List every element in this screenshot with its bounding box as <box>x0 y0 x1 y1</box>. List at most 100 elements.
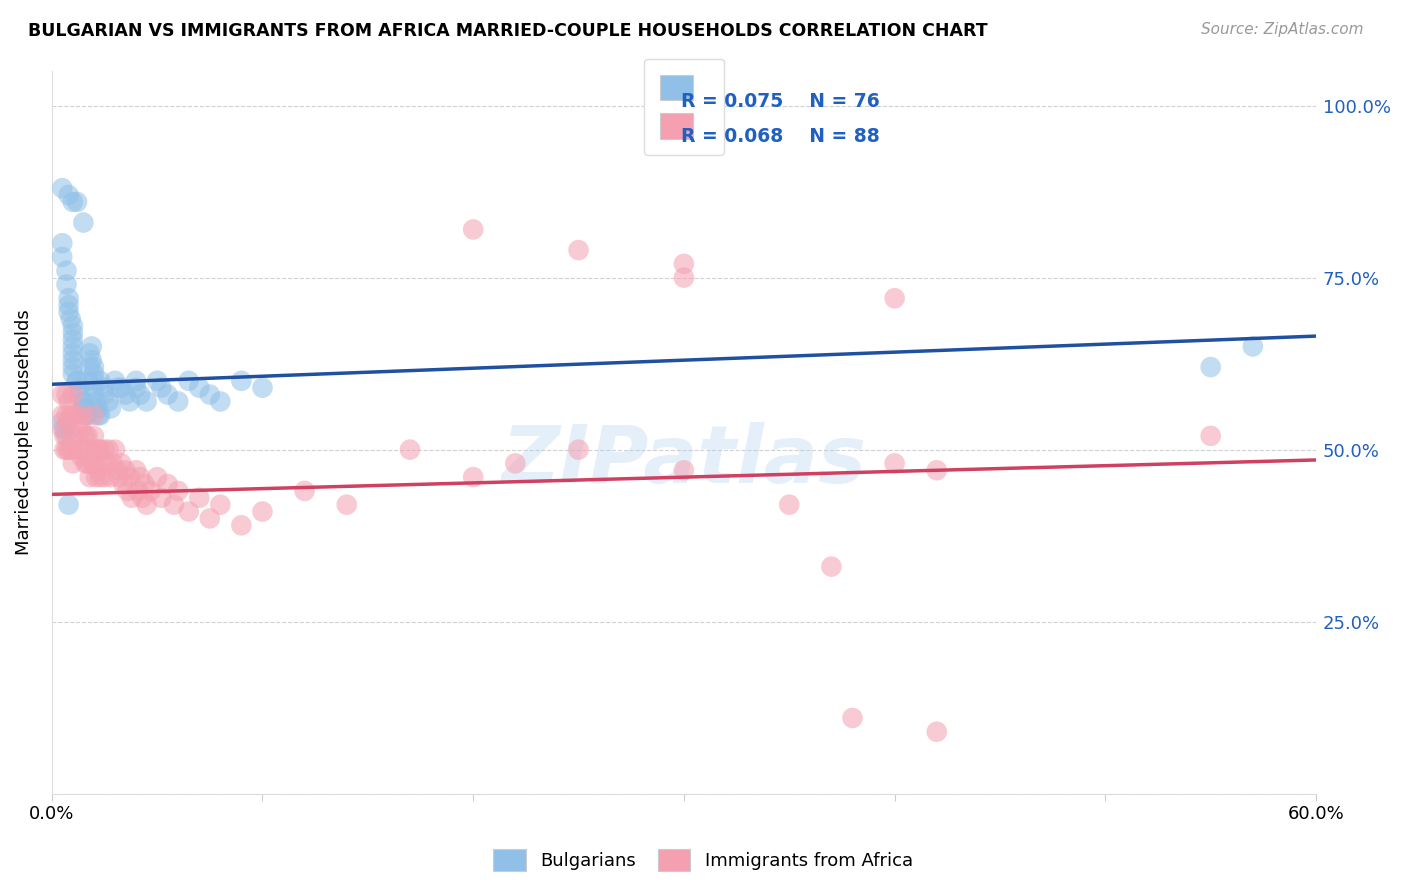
Point <box>925 463 948 477</box>
Point <box>79 359 101 374</box>
Point <box>97 442 120 457</box>
Point <box>104 442 127 457</box>
Text: ZIPatlas: ZIPatlas <box>502 422 866 500</box>
Point <box>83 387 105 401</box>
Point <box>89 374 111 388</box>
Point <box>51 236 73 251</box>
Point <box>76 374 98 388</box>
Point <box>198 511 221 525</box>
Point <box>150 381 173 395</box>
Point <box>80 456 103 470</box>
Point <box>110 456 132 470</box>
Point <box>209 394 232 409</box>
Point <box>58 291 80 305</box>
Point <box>101 456 124 470</box>
Point <box>93 387 115 401</box>
Point <box>117 483 139 498</box>
Point <box>58 298 80 312</box>
Point <box>62 429 84 443</box>
Point <box>62 456 84 470</box>
Point <box>129 387 152 401</box>
Point <box>55 264 77 278</box>
Point <box>139 483 162 498</box>
Point <box>146 374 169 388</box>
Point <box>51 181 73 195</box>
Point <box>62 367 84 381</box>
Point <box>135 498 157 512</box>
Point <box>1199 429 1222 443</box>
Point <box>83 367 105 381</box>
Point <box>67 381 90 395</box>
Point <box>83 374 105 388</box>
Point <box>72 216 94 230</box>
Point <box>83 359 105 374</box>
Point <box>58 498 80 512</box>
Point <box>93 442 115 457</box>
Point <box>53 422 76 436</box>
Point <box>75 401 97 416</box>
Point <box>62 442 84 457</box>
Point <box>134 477 156 491</box>
Legend: Bulgarians, Immigrants from Africa: Bulgarians, Immigrants from Africa <box>486 842 920 879</box>
Point <box>93 381 115 395</box>
Point <box>108 470 131 484</box>
Point <box>188 491 211 505</box>
Point <box>58 442 80 457</box>
Point <box>62 346 84 360</box>
Point <box>76 456 98 470</box>
Point <box>70 450 93 464</box>
Point <box>62 353 84 368</box>
Point <box>105 381 128 395</box>
Point <box>820 559 842 574</box>
Point <box>672 270 695 285</box>
Point <box>93 470 115 484</box>
Point <box>83 456 105 470</box>
Point <box>87 463 110 477</box>
Point <box>156 387 179 401</box>
Point <box>75 408 97 422</box>
Point <box>294 483 316 498</box>
Point <box>89 470 111 484</box>
Point <box>62 408 84 422</box>
Point <box>883 291 905 305</box>
Point <box>135 394 157 409</box>
Point <box>84 394 107 409</box>
Text: BULGARIAN VS IMMIGRANTS FROM AFRICA MARRIED-COUPLE HOUSEHOLDS CORRELATION CHART: BULGARIAN VS IMMIGRANTS FROM AFRICA MARR… <box>28 22 988 40</box>
Point <box>53 429 76 443</box>
Point <box>198 387 221 401</box>
Point <box>58 188 80 202</box>
Point <box>89 442 111 457</box>
Point <box>125 374 148 388</box>
Point <box>567 442 589 457</box>
Point <box>114 463 136 477</box>
Point <box>167 394 190 409</box>
Text: Source: ZipAtlas.com: Source: ZipAtlas.com <box>1201 22 1364 37</box>
Point <box>79 442 101 457</box>
Point <box>59 442 82 457</box>
Point <box>463 470 485 484</box>
Point <box>105 463 128 477</box>
Point <box>58 305 80 319</box>
Point <box>51 408 73 422</box>
Point <box>62 326 84 340</box>
Point <box>55 429 77 443</box>
Point <box>167 483 190 498</box>
Legend: , : , <box>644 59 724 155</box>
Point <box>841 711 863 725</box>
Point <box>209 498 232 512</box>
Point <box>778 498 800 512</box>
Point <box>55 442 77 457</box>
Point <box>87 401 110 416</box>
Point <box>89 408 111 422</box>
Point <box>672 257 695 271</box>
Point <box>72 401 94 416</box>
Point <box>51 387 73 401</box>
Point <box>84 442 107 457</box>
Point <box>118 394 141 409</box>
Point <box>67 415 90 429</box>
Point <box>177 374 200 388</box>
Y-axis label: Married-couple Households: Married-couple Households <box>15 310 32 556</box>
Point <box>62 318 84 333</box>
Point <box>336 498 359 512</box>
Point <box>59 408 82 422</box>
